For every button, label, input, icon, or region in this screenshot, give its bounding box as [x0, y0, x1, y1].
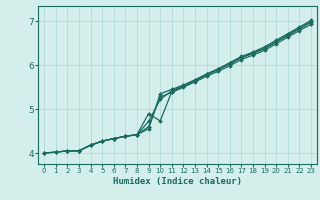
X-axis label: Humidex (Indice chaleur): Humidex (Indice chaleur) — [113, 177, 242, 186]
